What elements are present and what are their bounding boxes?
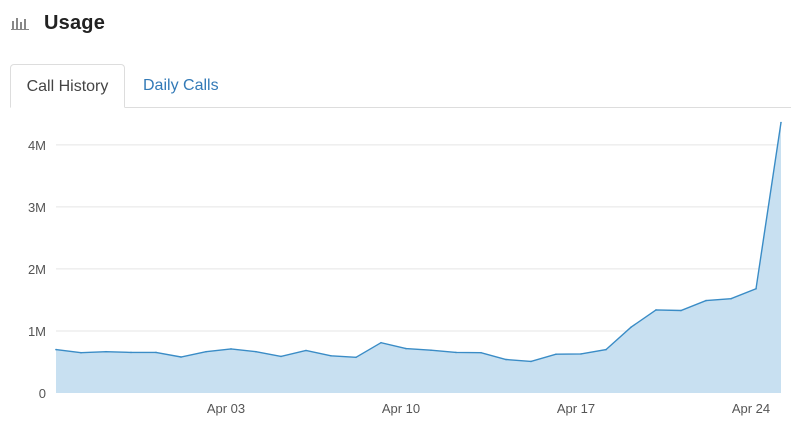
data-point <box>180 356 182 358</box>
data-point <box>680 309 682 312</box>
bar-chart-icon <box>11 18 29 30</box>
data-point <box>430 349 432 351</box>
x-tick-label: Apr 03 <box>207 401 245 416</box>
data-point <box>580 353 582 355</box>
tab-bar: Call History Daily Calls <box>10 64 791 108</box>
data-point <box>730 297 732 300</box>
data-point <box>530 360 532 363</box>
data-point <box>380 341 382 344</box>
data-point <box>630 326 632 328</box>
data-point <box>705 299 707 302</box>
data-point <box>605 348 607 351</box>
page-header: Usage <box>11 8 105 38</box>
data-point <box>280 355 282 358</box>
data-point <box>155 351 157 354</box>
data-point <box>205 350 207 353</box>
data-point <box>80 351 82 354</box>
tab-daily-calls[interactable]: Daily Calls <box>143 77 219 94</box>
data-point <box>555 353 557 355</box>
data-point <box>130 351 132 354</box>
series-line <box>55 122 782 363</box>
data-point <box>305 349 307 352</box>
y-tick-label: 4M <box>28 138 46 153</box>
y-tick-label: 0 <box>39 386 46 401</box>
x-tick-label: Apr 17 <box>557 401 595 416</box>
y-tick-label: 1M <box>28 324 46 339</box>
data-point <box>55 348 57 351</box>
data-point <box>105 350 107 353</box>
data-point <box>655 309 657 311</box>
y-tick-label: 3M <box>28 200 46 215</box>
y-tick-label: 2M <box>28 262 46 277</box>
data-point <box>480 351 482 354</box>
data-point <box>330 355 332 357</box>
usage-chart: 0 1M 2M 3M 4M Apr 03 Apr 10 Apr 17 Apr 24 <box>28 121 782 416</box>
data-point <box>455 351 457 354</box>
x-tick-label: Apr 10 <box>382 401 420 416</box>
x-tick-label: Apr 24 <box>732 401 770 416</box>
data-point <box>355 356 357 359</box>
data-point <box>755 288 757 290</box>
data-point <box>505 358 507 361</box>
page-title: Usage <box>44 11 106 34</box>
data-point <box>255 350 257 353</box>
data-point <box>230 348 232 350</box>
area-fill <box>56 122 781 393</box>
data-point <box>780 121 782 124</box>
data-point <box>405 347 407 350</box>
tab-call-history[interactable]: Call History <box>10 64 125 108</box>
